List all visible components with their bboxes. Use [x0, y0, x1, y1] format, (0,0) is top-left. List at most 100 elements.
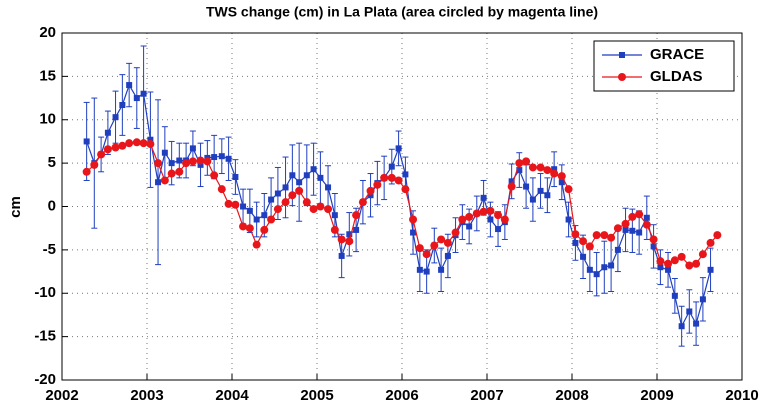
y-tick-label: -10: [34, 284, 56, 301]
marker: [613, 224, 622, 233]
marker: [83, 138, 90, 145]
marker: [437, 235, 446, 244]
marker: [309, 205, 318, 214]
marker: [126, 82, 133, 89]
marker: [310, 166, 317, 173]
marker: [486, 206, 495, 215]
marker: [686, 308, 693, 315]
marker: [111, 143, 120, 152]
marker: [585, 242, 594, 251]
marker: [401, 185, 410, 194]
y-tick-label: 20: [39, 24, 56, 41]
marker: [196, 156, 205, 165]
marker: [670, 256, 679, 265]
x-tick-label: 2010: [725, 387, 758, 404]
marker: [643, 214, 650, 221]
legend-label: GRACE: [650, 46, 704, 63]
marker: [316, 202, 325, 211]
marker: [642, 220, 651, 229]
marker: [273, 205, 282, 214]
marker: [523, 183, 530, 190]
marker: [168, 160, 175, 167]
marker: [160, 176, 169, 185]
marker: [622, 226, 629, 233]
marker: [161, 149, 168, 156]
marker: [274, 190, 281, 197]
marker: [317, 174, 324, 181]
marker: [685, 261, 694, 270]
marker: [104, 129, 111, 136]
marker: [409, 215, 418, 224]
marker: [472, 209, 481, 218]
marker: [224, 199, 233, 208]
marker: [366, 186, 375, 195]
marker: [103, 145, 112, 154]
marker: [572, 239, 579, 246]
y-tick-label: 15: [39, 67, 56, 84]
marker: [636, 229, 643, 236]
marker: [345, 237, 354, 246]
marker: [480, 194, 487, 201]
marker: [564, 185, 573, 194]
marker: [438, 266, 445, 273]
marker: [352, 211, 361, 220]
marker: [550, 169, 559, 178]
marker: [601, 264, 608, 271]
marker: [154, 159, 163, 168]
y-tick-label: -5: [43, 241, 56, 258]
marker: [557, 172, 566, 181]
marker: [296, 179, 303, 186]
marker: [218, 153, 225, 160]
marker: [387, 173, 396, 182]
marker: [430, 241, 439, 250]
marker: [537, 187, 544, 194]
marker: [325, 184, 332, 191]
marker: [119, 102, 126, 109]
marker: [558, 179, 565, 186]
marker: [487, 216, 494, 223]
x-tick-label: 2003: [130, 387, 163, 404]
marker: [330, 225, 339, 234]
marker: [261, 212, 268, 219]
marker: [324, 205, 333, 214]
marker: [337, 235, 346, 244]
plot-frame: [61, 32, 743, 381]
marker: [678, 323, 685, 330]
marker: [281, 198, 290, 207]
marker: [402, 171, 409, 178]
marker: [416, 266, 423, 273]
marker: [267, 215, 276, 224]
x-tick-label: 2004: [215, 387, 249, 404]
marker: [677, 252, 686, 261]
legend-marker: [618, 73, 626, 81]
marker: [155, 179, 162, 186]
marker: [664, 259, 673, 268]
marker: [97, 150, 106, 159]
marker: [500, 215, 509, 224]
marker: [303, 172, 310, 179]
marker: [295, 186, 304, 195]
marker: [232, 174, 239, 181]
marker: [175, 167, 184, 176]
marker: [707, 266, 714, 273]
marker: [252, 240, 261, 249]
marker: [338, 252, 345, 259]
marker: [288, 191, 297, 200]
marker: [225, 155, 232, 162]
marker: [260, 225, 269, 234]
marker: [331, 212, 338, 219]
marker: [422, 250, 431, 259]
marker: [112, 114, 119, 121]
marker: [176, 157, 183, 164]
marker: [367, 192, 374, 199]
marker: [629, 227, 636, 234]
marker: [600, 231, 609, 240]
y-axis-label: cm: [7, 196, 24, 218]
marker: [410, 229, 417, 236]
y-tick-label: -15: [34, 328, 56, 345]
x-tick-label: 2008: [555, 387, 588, 404]
marker: [544, 192, 551, 199]
marker: [246, 207, 253, 214]
marker: [231, 200, 240, 209]
